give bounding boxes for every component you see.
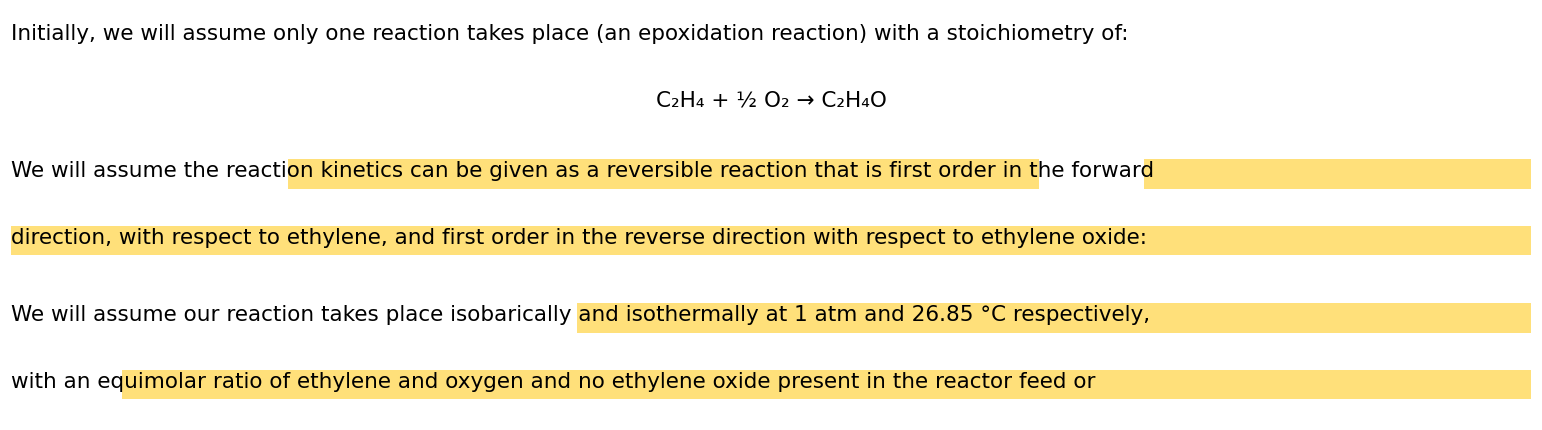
Text: with an equimolar ratio of ethylene and oxygen and no ethylene oxide present in : with an equimolar ratio of ethylene and … <box>11 372 1095 392</box>
Bar <box>288 159 1038 188</box>
Bar <box>577 303 1531 332</box>
Bar <box>122 370 1531 399</box>
Text: Initially, we will assume only one reaction takes place (an epoxidation reaction: Initially, we will assume only one react… <box>11 24 1129 44</box>
Bar <box>11 226 1531 255</box>
Text: We will assume the reaction kinetics can be given as a reversible reaction that : We will assume the reaction kinetics can… <box>11 161 1153 181</box>
Text: direction, with respect to ethylene, and first order in the reverse direction wi: direction, with respect to ethylene, and… <box>11 228 1147 248</box>
Text: We will assume our reaction takes place isobarically and isothermally at 1 atm a: We will assume our reaction takes place … <box>11 305 1150 326</box>
Text: C₂H₄ + ½ O₂ → C₂H₄O: C₂H₄ + ½ O₂ → C₂H₄O <box>655 90 887 111</box>
Bar <box>1144 159 1531 188</box>
